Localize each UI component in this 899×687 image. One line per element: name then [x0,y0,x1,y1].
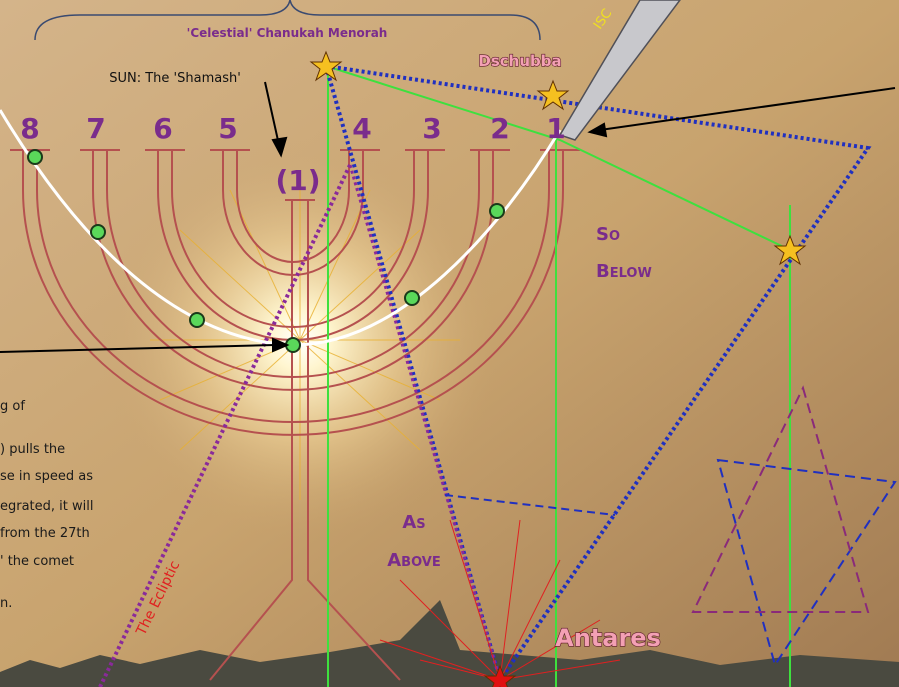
paragraph-line: se in speed as [0,469,93,484]
candle-number: 3 [422,112,441,145]
paragraph-line: ) pulls the [0,442,65,457]
as-above: Above [387,550,440,571]
as-above: As [402,512,425,533]
paragraph-line: n. [0,596,12,611]
sun-label: SUN: The 'Shamash' [109,71,241,86]
paragraph-line: from the 27th [0,526,90,541]
antares-label: Antares [555,624,661,652]
candle-number: 5 [218,112,237,145]
paragraph-line: g of [0,399,25,414]
candle-number: 1 [546,112,565,145]
paragraph-line: ' the comet [0,554,74,569]
title: 'Celestial' Chanukah Menorah [187,26,388,40]
so-below: So [596,224,620,245]
so-below: Below [596,261,652,282]
dschubba-label: Dschubba [478,52,561,70]
diagram: 'Celestial' Chanukah Menorah SUN: The 'S… [0,0,899,687]
candle-number: 6 [153,112,172,145]
candle-number: 2 [490,112,509,145]
candle-number: 8 [20,112,39,145]
shamash-number: (1) [275,164,320,197]
candle-number: 7 [86,112,105,145]
candle-number: 4 [352,112,371,145]
paragraph-line: egrated, it will [0,499,93,514]
